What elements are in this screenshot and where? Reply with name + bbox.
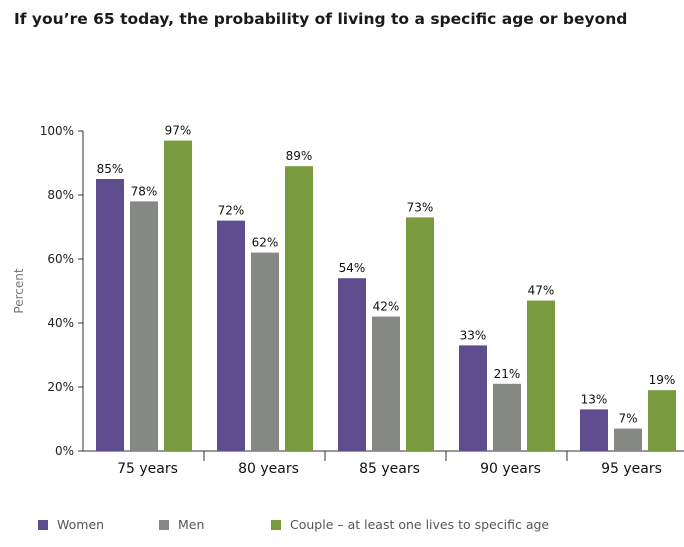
data-labels: 85% 78% 97% 72% 62% 89% 54% 42% 73% 33% 21% 47% 13% 7… <box>97 124 676 426</box>
bar <box>338 278 366 451</box>
y-axis: 0% 20% 40% 60% 80% 100% <box>40 124 84 458</box>
x-category-label: 80 years <box>238 461 299 477</box>
bar <box>372 316 400 451</box>
data-label: 42% <box>373 300 400 314</box>
bar <box>406 217 434 451</box>
x-category-label: 95 years <box>601 461 662 477</box>
y-axis-title: Percent <box>12 268 26 313</box>
data-label: 33% <box>460 328 487 342</box>
data-label: 97% <box>165 124 192 138</box>
bar <box>96 179 124 451</box>
legend-item-couple: Couple – at least one lives to specific … <box>271 517 549 532</box>
data-label: 89% <box>286 149 313 163</box>
data-label: 78% <box>131 184 158 198</box>
legend-swatch-men <box>159 519 169 530</box>
y-tick-label: 100% <box>40 124 74 138</box>
bars <box>96 140 676 451</box>
legend-label-men: Men <box>178 517 205 532</box>
data-label: 47% <box>528 284 555 298</box>
bar <box>527 300 555 451</box>
bar <box>130 201 158 451</box>
data-label: 85% <box>97 162 124 176</box>
data-label: 72% <box>218 204 245 218</box>
legend-item-men: Men <box>159 517 271 532</box>
bar <box>614 428 642 451</box>
bar <box>493 383 521 451</box>
data-label: 13% <box>581 392 608 406</box>
data-label: 19% <box>649 373 676 387</box>
bar <box>164 140 192 451</box>
x-category-label: 90 years <box>480 461 541 477</box>
bar <box>251 252 279 451</box>
bar <box>580 409 608 451</box>
data-label: 54% <box>339 261 366 275</box>
legend: Women Men Couple – at least one lives to… <box>38 517 549 532</box>
legend-swatch-women <box>38 519 48 530</box>
bar <box>217 220 245 451</box>
x-axis: 75 years 80 years 85 years 90 years 95 years <box>83 450 684 477</box>
x-category-label: 75 years <box>117 461 178 477</box>
y-tick-label: 80% <box>47 188 74 202</box>
bar <box>648 390 676 451</box>
y-tick-label: 40% <box>47 316 74 330</box>
data-label: 7% <box>618 412 637 426</box>
chart-title: If you’re 65 today, the probability of l… <box>14 10 628 28</box>
y-tick-label: 20% <box>47 380 74 394</box>
y-tick-label: 0% <box>55 444 74 458</box>
x-category-label: 85 years <box>359 461 420 477</box>
legend-item-women: Women <box>38 517 159 532</box>
data-label: 62% <box>252 236 279 250</box>
y-tick-label: 60% <box>47 252 74 266</box>
data-label: 73% <box>407 200 434 214</box>
bar <box>459 345 487 451</box>
legend-swatch-couple <box>271 519 281 530</box>
data-label: 21% <box>494 367 521 381</box>
legend-label-couple: Couple – at least one lives to specific … <box>290 517 550 532</box>
legend-label-women: Women <box>57 517 105 532</box>
bar <box>285 166 313 451</box>
